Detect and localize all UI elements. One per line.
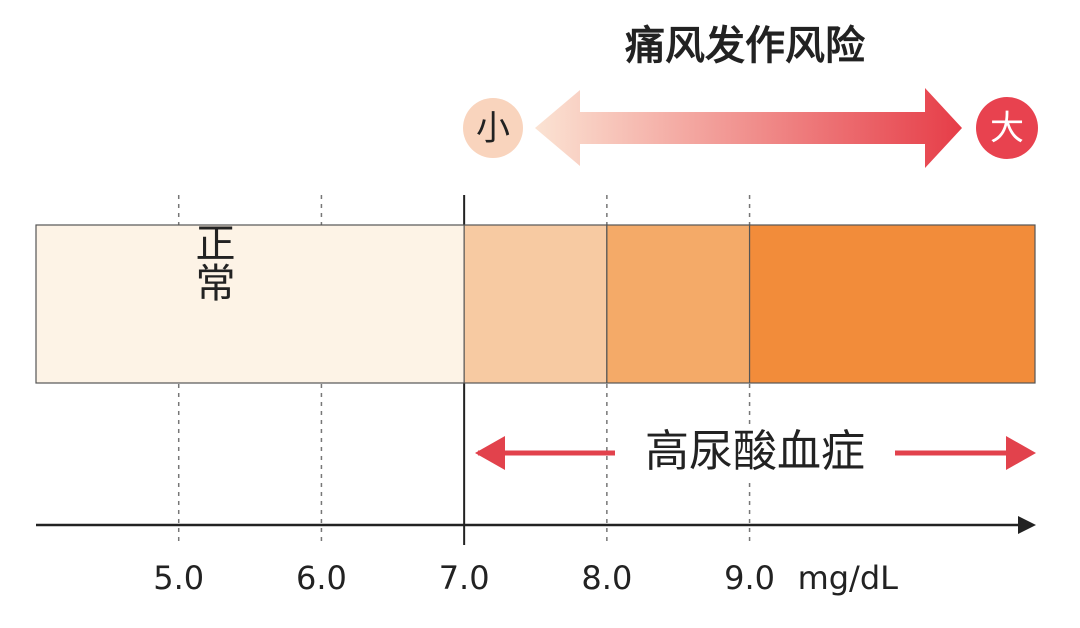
hyper-bg [615, 425, 895, 481]
zone [463, 224, 608, 384]
zone [748, 224, 1036, 384]
risk-low: 小 [476, 109, 510, 149]
x-tick-label: 5.0 [153, 559, 204, 597]
axis-unit: mg/dL [798, 559, 899, 597]
hyper-arrow-right [1006, 436, 1036, 470]
x-tick-label: 9.0 [724, 559, 775, 597]
risk-arrow [535, 88, 962, 168]
axis-arrow [1018, 516, 1036, 534]
x-tick-label: 8.0 [581, 559, 632, 597]
zone [35, 224, 465, 384]
x-tick-label: 6.0 [296, 559, 347, 597]
hyperuricemia-label: 高尿酸血症 [645, 426, 865, 477]
high-circle [976, 97, 1038, 159]
hyper-arrow-left [475, 436, 505, 470]
zone-label: 正常 [189, 222, 235, 302]
risk-high: 大 [990, 109, 1024, 149]
x-tick-label: 7.0 [439, 559, 490, 597]
zone [606, 224, 751, 384]
title: 痛风发作风险 [625, 23, 866, 69]
low-circle [463, 98, 523, 158]
